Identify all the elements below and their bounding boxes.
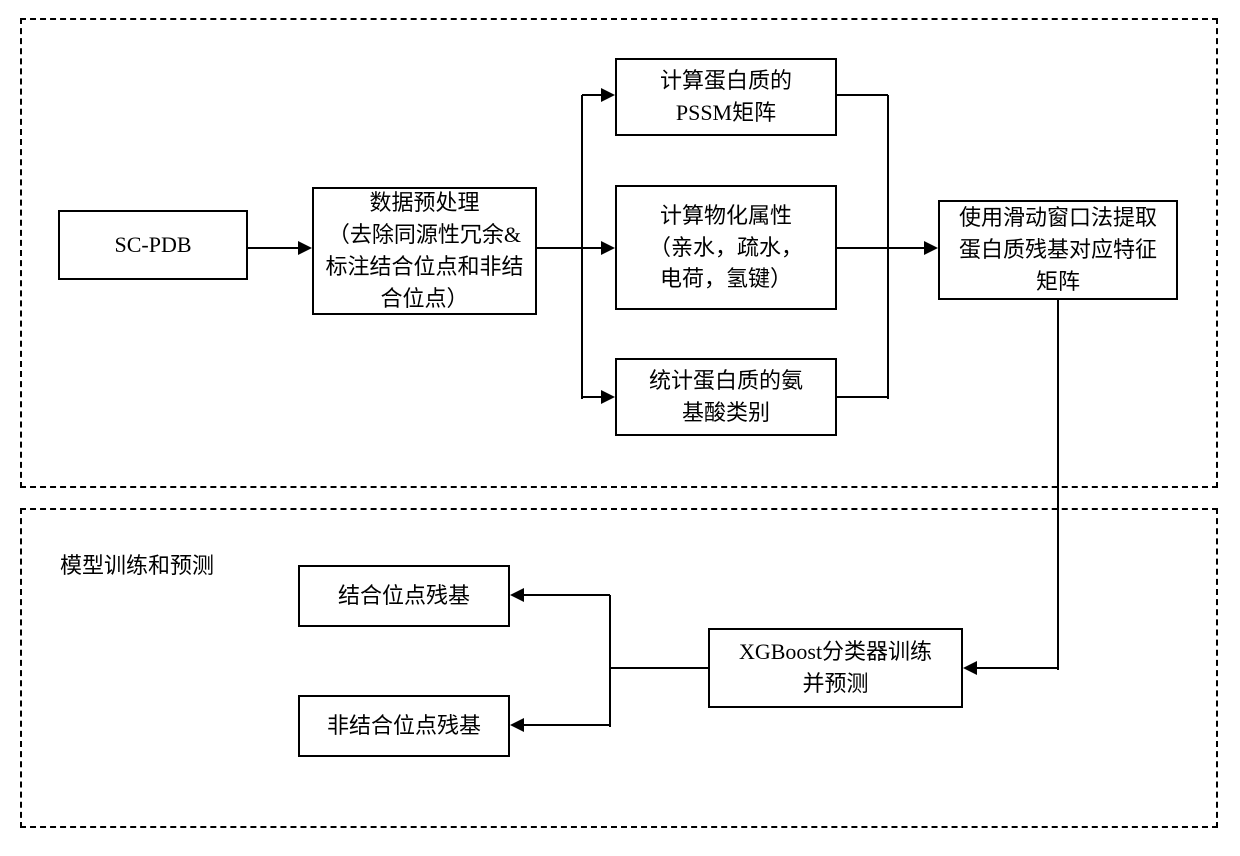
node-n7: XGBoost分类器训练并预测 <box>708 628 963 708</box>
node-n9: 非结合位点残基 <box>298 695 510 757</box>
edge-line <box>520 724 610 726</box>
edge-line <box>537 247 582 249</box>
edge-line <box>248 247 302 249</box>
node-text: 计算蛋白质的PSSM矩阵 <box>660 65 792 129</box>
node-text: 数据预处理（去除同源性冗余&标注结合位点和非结合位点） <box>325 187 523 315</box>
node-text: XGBoost分类器训练并预测 <box>739 636 932 700</box>
edge-line <box>973 667 1058 669</box>
node-text: 结合位点残基 <box>338 580 470 612</box>
arrow-head <box>510 588 524 602</box>
node-n3: 计算蛋白质的PSSM矩阵 <box>615 58 837 136</box>
node-text: 计算物化属性（亲水，疏水，电荷，氢键） <box>649 200 803 296</box>
edge-line <box>1057 300 1059 670</box>
arrow-head <box>924 241 938 255</box>
edge-line <box>837 247 888 249</box>
node-n8: 结合位点残基 <box>298 565 510 627</box>
edge-line <box>888 247 928 249</box>
node-n2: 数据预处理（去除同源性冗余&标注结合位点和非结合位点） <box>312 187 537 315</box>
arrow-head <box>601 390 615 404</box>
node-n4: 计算物化属性（亲水，疏水，电荷，氢键） <box>615 185 837 310</box>
edge-line <box>610 667 708 669</box>
node-n5: 统计蛋白质的氨基酸类别 <box>615 358 837 436</box>
node-text: SC-PDB <box>114 229 191 261</box>
arrow-head <box>510 718 524 732</box>
node-text: 使用滑动窗口法提取蛋白质残基对应特征矩阵 <box>959 202 1157 298</box>
node-n6: 使用滑动窗口法提取蛋白质残基对应特征矩阵 <box>938 200 1178 300</box>
edge-line <box>837 94 888 96</box>
section-label: 模型训练和预测 <box>60 548 214 580</box>
edge-line <box>520 594 610 596</box>
node-text: 非结合位点残基 <box>327 710 481 742</box>
arrow-head <box>963 661 977 675</box>
node-n1: SC-PDB <box>58 210 248 280</box>
arrow-head <box>298 241 312 255</box>
arrow-head <box>601 241 615 255</box>
node-text: 统计蛋白质的氨基酸类别 <box>649 365 803 429</box>
arrow-head <box>601 88 615 102</box>
edge-line <box>609 595 611 727</box>
edge-line <box>837 396 888 398</box>
